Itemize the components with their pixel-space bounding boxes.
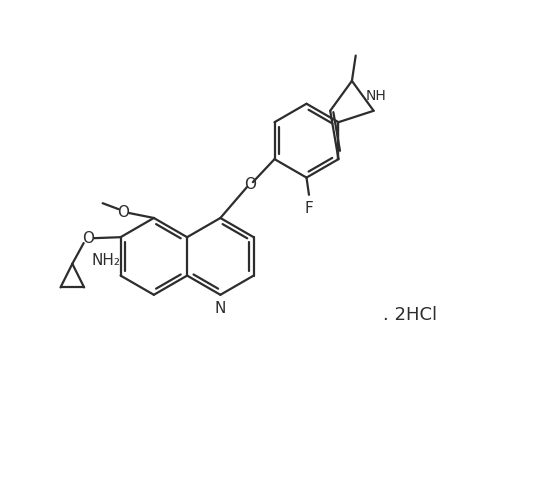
- Text: NH₂: NH₂: [91, 253, 120, 268]
- Text: . 2HCl: . 2HCl: [383, 306, 437, 325]
- Text: F: F: [305, 201, 313, 216]
- Text: O: O: [244, 177, 256, 192]
- Text: O: O: [117, 205, 130, 220]
- Text: O: O: [82, 231, 94, 246]
- Text: N: N: [215, 301, 226, 316]
- Text: NH: NH: [366, 90, 386, 104]
